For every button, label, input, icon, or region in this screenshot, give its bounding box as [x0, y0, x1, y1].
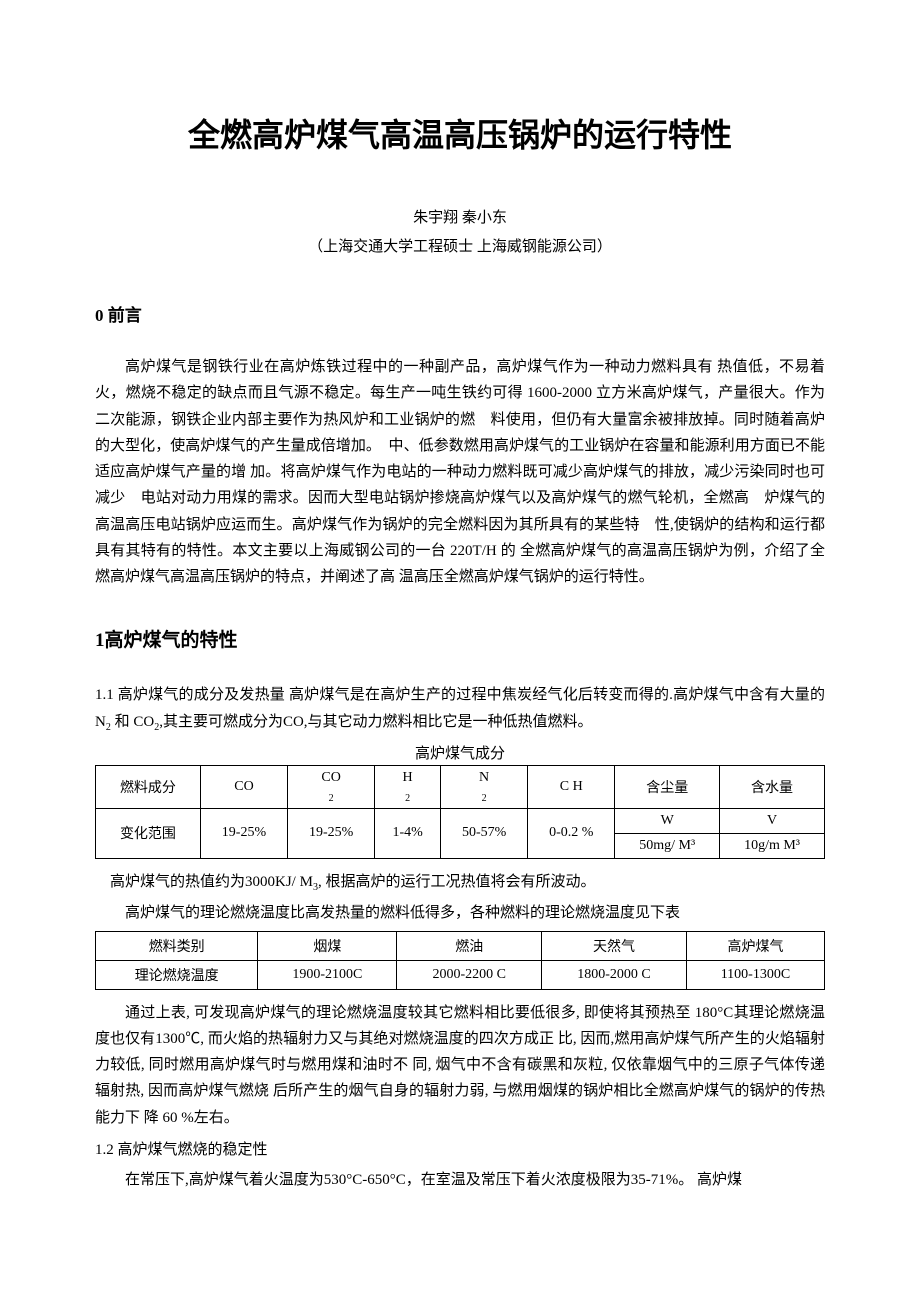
td-ch-val: 0-0.2 % — [528, 808, 615, 858]
heat-value-line: 高炉煤气的热值约为3000KJ/ M3, 根据高炉的运行工况热值将会有所波动。 — [95, 869, 825, 897]
affiliation-line: （上海交通大学工程硕士 上海威钢能源公司） — [95, 235, 825, 256]
section-1-heading: 1高炉煤气的特性 — [95, 625, 825, 652]
p11-text: 1.1 高炉煤气的成分及发热量 高炉煤气是在高炉生产的过程中焦炭经气化后转变而得… — [95, 682, 825, 736]
td-bfg-temp: 1100-1300C — [686, 960, 824, 989]
th-co2: CO2 — [288, 766, 375, 809]
td-range-label: 变化范围 — [96, 808, 201, 858]
th-co: CO — [200, 766, 287, 809]
analysis-paragraph: 通过上表, 可发现高炉煤气的理论燃烧温度较其它燃料相比要低很多, 即使将其预热至… — [95, 1000, 825, 1131]
th-oil: 燃油 — [397, 931, 542, 960]
th-h2: H2 — [375, 766, 441, 809]
td-n2-val: 50-57% — [441, 808, 528, 858]
section-0-heading: 0 前言 — [95, 301, 825, 326]
td-co-val: 19-25% — [200, 808, 287, 858]
th-natgas: 天然气 — [542, 931, 687, 960]
doc-title: 全燃高炉煤气高温高压锅炉的运行特性 — [95, 110, 825, 156]
th-ch: C H — [528, 766, 615, 809]
th-fuel-type: 燃料类别 — [96, 931, 258, 960]
th-water: 含水量 — [720, 766, 825, 809]
authors-line: 朱宇翔 秦小东 — [95, 206, 825, 227]
table-row: 变化范围 19-25% 19-25% 1-4% 50-57% 0-0.2 % W… — [96, 808, 825, 833]
table-row: 理论燃烧温度 1900-2100C 2000-2200 C 1800-2000 … — [96, 960, 825, 989]
combustion-temp-table: 燃料类别 烟煤 燃油 天然气 高炉煤气 理论燃烧温度 1900-2100C 20… — [95, 931, 825, 990]
td-water-v: V — [720, 808, 825, 833]
heat-b: , 根据高炉的运行工况热值将会有所波动。 — [318, 874, 596, 890]
td-dust-w: W — [615, 808, 720, 833]
td-oil-temp: 2000-2200 C — [397, 960, 542, 989]
table-row: 燃料成分 CO CO2 H2 N2 C H 含尘量 含水量 — [96, 766, 825, 809]
heat-a: 高炉煤气的热值约为3000KJ/ M — [110, 874, 313, 890]
td-dust-val: 50mg/ M³ — [615, 833, 720, 858]
composition-table: 燃料成分 CO CO2 H2 N2 C H 含尘量 含水量 变化范围 19-25… — [95, 765, 825, 859]
p11-c: ,其主要可燃成分为CO,与其它动力燃料相比它是一种低热值燃料。 — [159, 714, 592, 730]
table1-caption: 高炉煤气成分 — [95, 742, 825, 763]
intro-paragraph: 高炉煤气是钢铁行业在高炉炼铁过程中的一种副产品，高炉煤气作为一种动力燃料具有 热… — [95, 354, 825, 590]
td-h2-val: 1-4% — [375, 808, 441, 858]
th-n2: N2 — [441, 766, 528, 809]
p11-b: 和 CO — [115, 714, 155, 730]
table-row: 燃料类别 烟煤 燃油 天然气 高炉煤气 — [96, 931, 825, 960]
td-natgas-temp: 1800-2000 C — [542, 960, 687, 989]
td-temp-label: 理论燃烧温度 — [96, 960, 258, 989]
th-coal: 烟煤 — [258, 931, 397, 960]
th-dust: 含尘量 — [615, 766, 720, 809]
table2-intro: 高炉煤气的理论燃烧温度比高发热量的燃料低得多，各种燃料的理论燃烧温度见下表 — [95, 900, 825, 926]
p12-body: 在常压下,高炉煤气着火温度为530°C-650°C，在室温及常压下着火浓度极限为… — [95, 1167, 825, 1193]
th-bfg: 高炉煤气 — [686, 931, 824, 960]
sub-2a: 2 — [106, 722, 111, 733]
td-co2-val: 19-25% — [288, 808, 375, 858]
td-water-val: 10g/m M³ — [720, 833, 825, 858]
p12-heading: 1.2 高炉煤气燃烧的稳定性 — [95, 1137, 825, 1163]
td-coal-temp: 1900-2100C — [258, 960, 397, 989]
th-fuel-component: 燃料成分 — [96, 766, 201, 809]
